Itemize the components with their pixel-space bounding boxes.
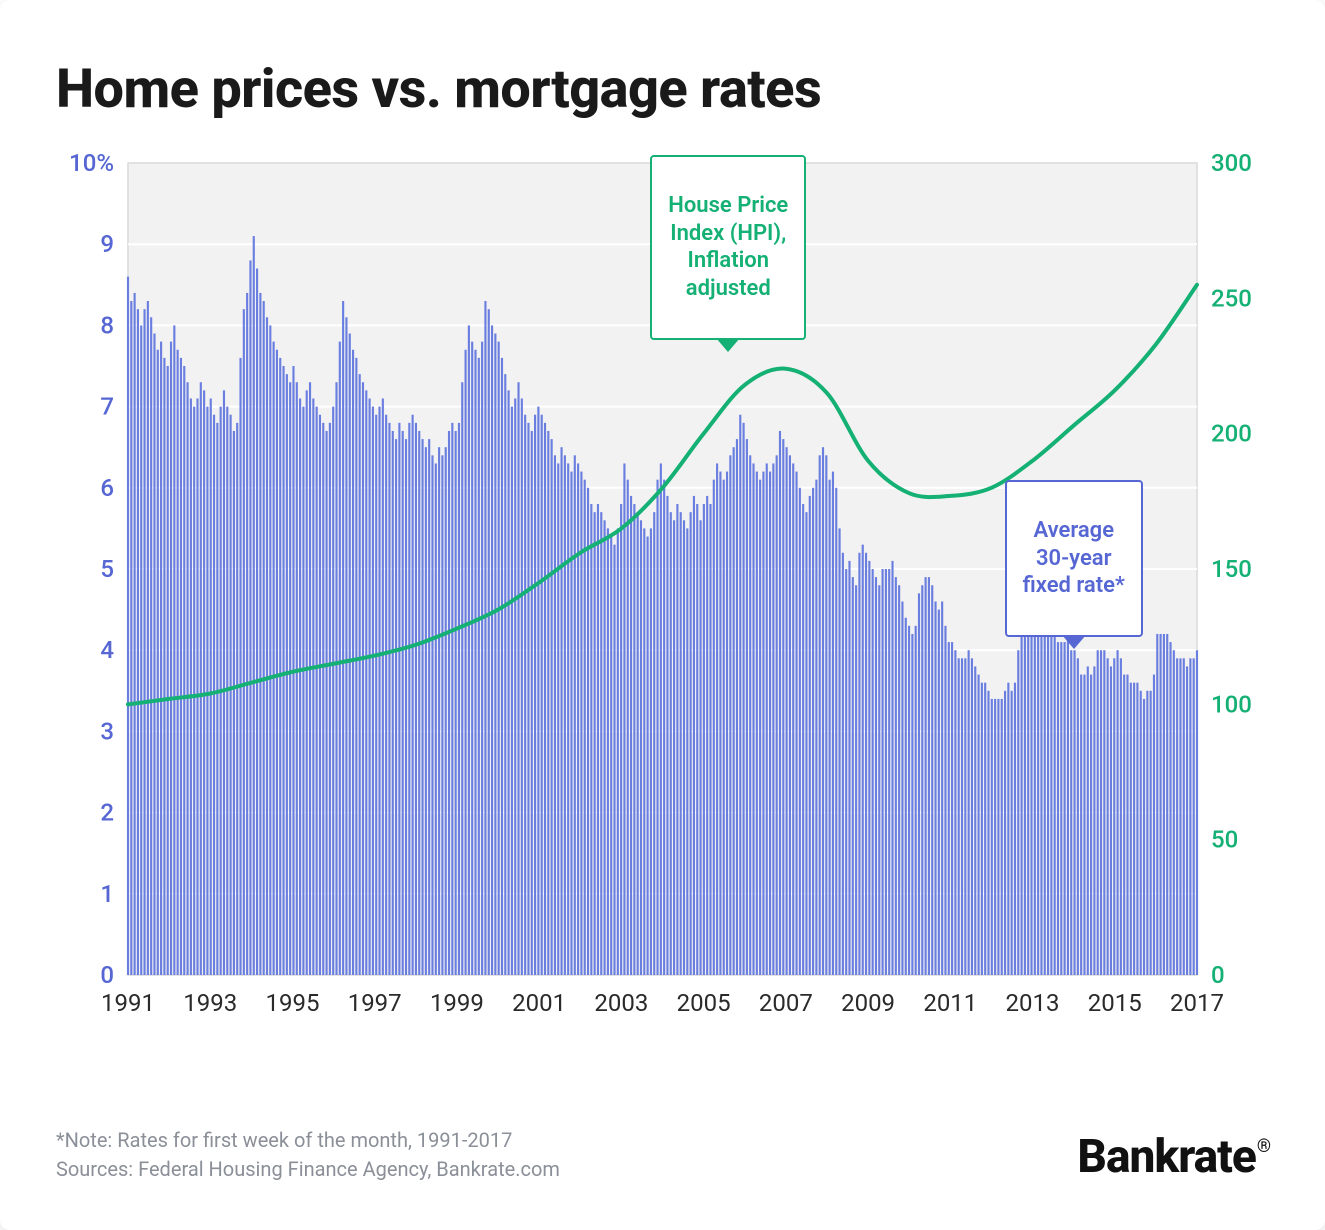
svg-text:2011: 2011 <box>923 989 977 1017</box>
svg-text:0: 0 <box>100 961 114 989</box>
svg-text:0: 0 <box>1211 961 1225 989</box>
svg-text:300: 300 <box>1211 149 1252 177</box>
svg-text:2015: 2015 <box>1088 989 1142 1017</box>
svg-text:150: 150 <box>1211 555 1252 583</box>
svg-text:6: 6 <box>100 474 114 502</box>
svg-text:10%: 10% <box>69 149 114 177</box>
svg-text:4: 4 <box>100 636 114 664</box>
svg-text:2009: 2009 <box>841 989 895 1017</box>
svg-text:100: 100 <box>1211 690 1252 718</box>
svg-text:2007: 2007 <box>759 989 813 1017</box>
brand-logo: Bankrate® <box>1077 1130 1269 1184</box>
chart-footer: *Note: Rates for first week of the month… <box>56 1126 1269 1184</box>
svg-text:7: 7 <box>100 393 114 421</box>
svg-text:250: 250 <box>1211 284 1252 312</box>
svg-text:2013: 2013 <box>1006 989 1060 1017</box>
svg-text:2017: 2017 <box>1170 989 1224 1017</box>
source-note: *Note: Rates for first week of the month… <box>56 1126 560 1184</box>
svg-text:3: 3 <box>100 717 114 745</box>
svg-text:50: 50 <box>1211 826 1238 854</box>
svg-text:1995: 1995 <box>265 989 319 1017</box>
svg-text:1: 1 <box>100 880 114 908</box>
svg-text:2: 2 <box>100 799 114 827</box>
svg-text:8: 8 <box>100 311 114 339</box>
svg-text:5: 5 <box>100 555 114 583</box>
callout-rate: Average 30-year fixed rate* <box>1005 480 1143 638</box>
svg-text:2005: 2005 <box>677 989 731 1017</box>
brand-text: Bankrate <box>1077 1130 1255 1184</box>
chart-area: 0 1 2 3 4 5 6 7 8 9 10% 0 50 100 150 200 250 300 1991 1993 1… <box>56 145 1269 1035</box>
chart-title: Home prices vs. mortgage rates <box>56 58 1269 121</box>
note-line-1: *Note: Rates for first week of the month… <box>56 1126 560 1155</box>
callout-hpi-text: House Price Index (HPI), Inflation adjus… <box>668 193 788 301</box>
callout-hpi: House Price Index (HPI), Inflation adjus… <box>650 155 806 340</box>
svg-text:2003: 2003 <box>594 989 648 1017</box>
chart-card: Home prices vs. mortgage rates 0 1 2 3 4 5 6 7 8… <box>0 0 1325 1230</box>
svg-text:2001: 2001 <box>512 989 566 1017</box>
svg-text:9: 9 <box>100 230 114 258</box>
callout-rate-text: Average 30-year fixed rate* <box>1023 518 1125 598</box>
note-line-2: Sources: Federal Housing Finance Agency,… <box>56 1155 560 1184</box>
svg-text:1999: 1999 <box>430 989 484 1017</box>
svg-text:1993: 1993 <box>183 989 237 1017</box>
brand-reg-mark: ® <box>1257 1136 1270 1157</box>
svg-text:1997: 1997 <box>348 989 402 1017</box>
svg-text:1991: 1991 <box>101 989 155 1017</box>
svg-text:200: 200 <box>1211 420 1252 448</box>
